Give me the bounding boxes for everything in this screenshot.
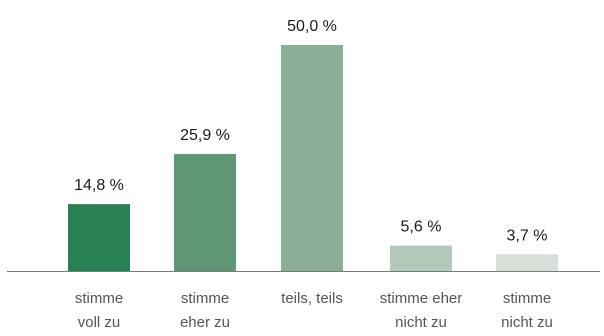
category-label-2: stimme eher zu: [180, 290, 230, 331]
bar-2: [174, 153, 236, 271]
category-label-1-line-2: voll zu: [78, 314, 121, 331]
category-label-1: stimme voll zu: [75, 290, 123, 331]
category-label-5-line-2: nicht zu: [501, 314, 553, 331]
bar-4: [390, 245, 452, 271]
value-label-3: 50,0 %: [287, 18, 337, 35]
category-label-3-line-1: teils, teils: [281, 290, 343, 307]
category-label-4: stimme eher nicht zu: [380, 290, 463, 331]
value-label-5: 3,7 %: [507, 227, 548, 244]
value-label-1: 14,8 %: [74, 177, 124, 194]
value-label-2: 25,9 %: [180, 127, 230, 144]
category-label-1-line-1: stimme: [75, 290, 123, 307]
bar-3: [281, 45, 343, 271]
category-label-2-line-1: stimme: [181, 290, 229, 307]
category-labels-group: stimme voll zu stimme eher zu teils, teils st…: [75, 290, 553, 331]
value-labels-group: 14,8 % 25,9 % 50,0 % 5,6 % 3,7 %: [74, 18, 547, 244]
bar-5: [496, 254, 558, 271]
category-label-4-line-2: nicht zu: [395, 314, 447, 331]
category-label-3: teils, teils: [281, 290, 343, 307]
category-label-2-line-2: eher zu: [180, 314, 230, 331]
bar-1: [68, 204, 130, 271]
category-label-5: stimme nicht zu: [501, 290, 553, 331]
bars-group: [68, 45, 558, 271]
value-label-4: 5,6 %: [401, 219, 442, 236]
category-label-4-line-1: stimme eher: [380, 290, 463, 307]
category-label-5-line-1: stimme: [503, 290, 551, 307]
